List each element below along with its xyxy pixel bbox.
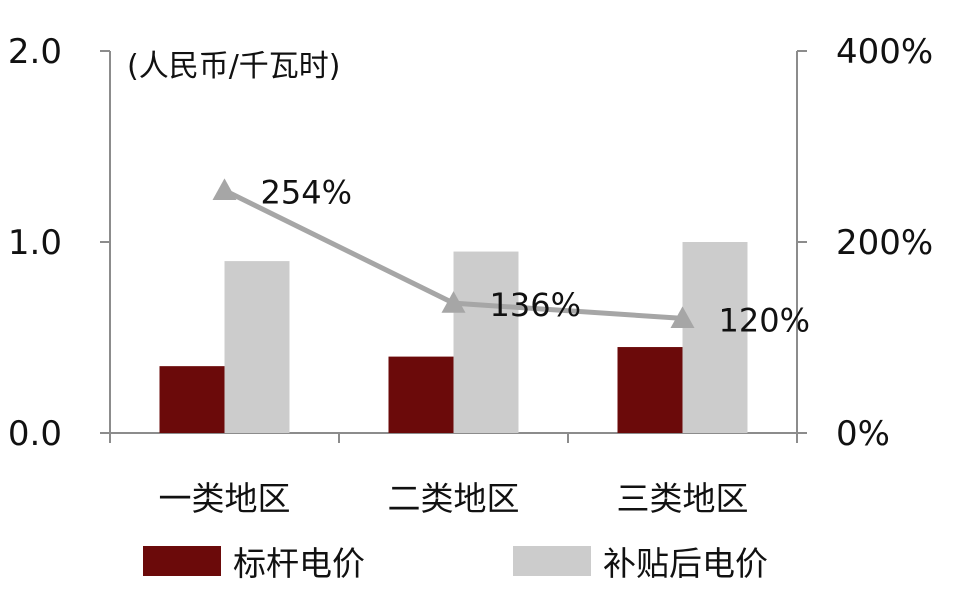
subsidized-price-bar <box>224 261 290 433</box>
category-label: 二类地区 <box>388 479 520 518</box>
left-axis-tick-label: 2.0 <box>8 32 62 72</box>
axes: 0.0 1.0 2.0 0% 200% 400% 一类地区 二类地区 三类地区 <box>8 32 933 518</box>
right-axis-tick-label: 0% <box>836 414 890 454</box>
right-axis-tick-label: 200% <box>836 223 933 263</box>
labels: 254% 136% 120% <box>261 173 810 339</box>
legend: 标杆电价 补贴后电价 <box>143 544 768 583</box>
left-axis-tick-label: 0.0 <box>8 414 62 454</box>
ratio-data-label: 254% <box>261 173 352 211</box>
ratio-data-label: 120% <box>719 301 810 339</box>
ratio-line <box>212 178 695 328</box>
bars <box>159 242 748 433</box>
ratio-point-marker <box>670 306 695 328</box>
legend-swatch-benchmark <box>143 546 221 576</box>
benchmark-price-bar <box>159 366 225 433</box>
legend-label-subsidized: 补贴后电价 <box>603 544 768 583</box>
subsidized-price-bar <box>682 242 748 433</box>
benchmark-price-bar <box>388 356 454 433</box>
right-axis-tick-label: 400% <box>836 32 933 72</box>
benchmark-price-bar <box>617 347 683 433</box>
ratio-data-label: 136% <box>490 286 581 324</box>
legend-swatch-subsidized <box>513 546 591 576</box>
subsidized-price-bar <box>453 251 519 433</box>
category-label: 一类地区 <box>159 479 291 518</box>
ratio-point-marker <box>212 178 237 201</box>
category-label: 三类地区 <box>617 479 749 518</box>
ratio-point-marker <box>441 291 466 313</box>
left-axis-tick-label: 1.0 <box>8 223 62 263</box>
left-axis-unit-label: (人民币/千瓦时) <box>127 49 341 84</box>
legend-label-benchmark: 标杆电价 <box>233 544 365 583</box>
